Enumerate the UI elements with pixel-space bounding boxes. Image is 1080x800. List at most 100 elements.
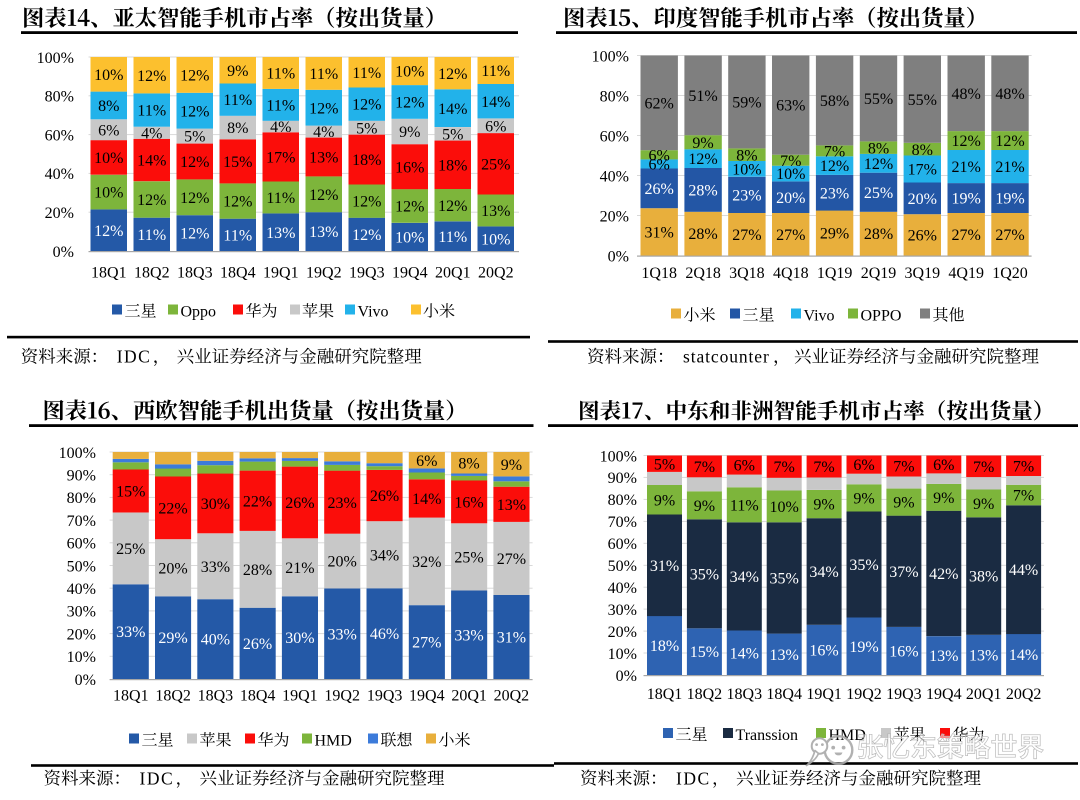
svg-text:2Q18: 2Q18 xyxy=(685,265,721,282)
svg-text:18Q3: 18Q3 xyxy=(198,688,234,705)
svg-text:12%: 12% xyxy=(352,227,381,244)
svg-text:7%: 7% xyxy=(813,459,834,476)
svg-text:12%: 12% xyxy=(180,226,209,243)
svg-text:14%: 14% xyxy=(412,491,441,508)
svg-text:12%: 12% xyxy=(137,68,166,85)
svg-text:12%: 12% xyxy=(309,187,338,204)
svg-text:18Q2: 18Q2 xyxy=(134,265,170,282)
svg-text:12%: 12% xyxy=(688,151,717,168)
svg-text:3Q18: 3Q18 xyxy=(729,265,765,282)
svg-text:10%: 10% xyxy=(94,67,123,84)
svg-text:12%: 12% xyxy=(352,97,381,114)
svg-text:19Q2: 19Q2 xyxy=(324,688,360,705)
svg-text:Oppo: Oppo xyxy=(181,304,217,321)
svg-text:34%: 34% xyxy=(730,569,759,586)
svg-text:27%: 27% xyxy=(952,227,981,244)
svg-text:55%: 55% xyxy=(908,92,937,109)
svg-text:7%: 7% xyxy=(1013,458,1034,475)
svg-text:19Q2: 19Q2 xyxy=(846,686,882,703)
svg-text:10%: 10% xyxy=(770,499,799,516)
svg-text:10%: 10% xyxy=(94,185,123,202)
svg-text:15%: 15% xyxy=(690,644,719,661)
svg-text:28%: 28% xyxy=(864,226,893,243)
svg-text:19Q4: 19Q4 xyxy=(926,686,962,703)
svg-text:7%: 7% xyxy=(973,459,994,476)
svg-text:25%: 25% xyxy=(454,550,483,567)
svg-text:9%: 9% xyxy=(813,497,834,514)
svg-text:Vivo: Vivo xyxy=(358,304,389,321)
svg-text:18Q2: 18Q2 xyxy=(687,686,723,703)
svg-text:HMD: HMD xyxy=(315,733,352,750)
svg-text:18Q1: 18Q1 xyxy=(113,688,149,705)
svg-text:11%: 11% xyxy=(481,63,510,80)
svg-text:IDC: IDC xyxy=(117,347,152,367)
svg-text:26%: 26% xyxy=(908,228,937,245)
svg-text:34%: 34% xyxy=(809,564,838,581)
svg-text:70%: 70% xyxy=(608,514,637,531)
svg-text:2Q19: 2Q19 xyxy=(861,265,897,282)
svg-text:23%: 23% xyxy=(328,495,357,512)
svg-text:19Q3: 19Q3 xyxy=(367,688,403,705)
svg-text:44%: 44% xyxy=(1009,562,1038,579)
svg-text:23%: 23% xyxy=(820,185,849,202)
svg-text:33%: 33% xyxy=(328,626,357,643)
svg-text:26%: 26% xyxy=(243,636,272,653)
svg-text:20%: 20% xyxy=(908,191,937,208)
svg-text:11%: 11% xyxy=(309,66,338,83)
svg-text:12%: 12% xyxy=(180,68,209,85)
svg-text:11%: 11% xyxy=(438,229,467,246)
svg-text:60%: 60% xyxy=(67,536,96,553)
svg-text:9%: 9% xyxy=(501,457,522,474)
svg-text:12%: 12% xyxy=(94,223,123,240)
svg-text:0%: 0% xyxy=(616,668,637,685)
svg-text:29%: 29% xyxy=(820,226,849,243)
svg-text:20Q1: 20Q1 xyxy=(435,265,471,282)
svg-text:6%: 6% xyxy=(734,458,755,475)
svg-text:9%: 9% xyxy=(893,495,914,512)
svg-text:18%: 18% xyxy=(438,157,467,174)
svg-text:6%: 6% xyxy=(649,147,670,164)
svg-text:Transsion: Transsion xyxy=(736,727,799,744)
svg-text:48%: 48% xyxy=(995,86,1024,103)
svg-text:IDC: IDC xyxy=(140,768,175,788)
svg-text:5%: 5% xyxy=(442,126,463,143)
svg-text:40%: 40% xyxy=(600,168,629,185)
svg-text:40%: 40% xyxy=(45,166,74,183)
svg-text:35%: 35% xyxy=(849,557,878,574)
svg-text:OPPO: OPPO xyxy=(861,308,902,325)
svg-text:90%: 90% xyxy=(67,468,96,485)
svg-text:12%: 12% xyxy=(995,133,1024,150)
svg-text:6%: 6% xyxy=(853,457,874,474)
svg-text:80%: 80% xyxy=(45,89,74,106)
svg-text:14%: 14% xyxy=(137,153,166,170)
svg-text:12%: 12% xyxy=(180,190,209,207)
svg-text:60%: 60% xyxy=(45,127,74,144)
svg-text:59%: 59% xyxy=(732,95,761,112)
svg-text:30%: 30% xyxy=(201,496,230,513)
svg-text:16%: 16% xyxy=(809,643,838,660)
svg-text:19%: 19% xyxy=(952,191,981,208)
svg-text:statcounter: statcounter xyxy=(683,347,770,367)
svg-text:25%: 25% xyxy=(864,185,893,202)
svg-text:20%: 20% xyxy=(67,626,96,643)
svg-text:13%: 13% xyxy=(969,648,998,665)
svg-text:11%: 11% xyxy=(730,497,759,514)
svg-text:19Q1: 19Q1 xyxy=(282,688,318,705)
svg-text:10%: 10% xyxy=(67,649,96,666)
svg-text:0%: 0% xyxy=(608,248,629,265)
svg-text:34%: 34% xyxy=(370,547,399,564)
svg-text:12%: 12% xyxy=(864,156,893,173)
svg-text:18%: 18% xyxy=(352,152,381,169)
svg-text:12%: 12% xyxy=(438,198,467,215)
svg-text:33%: 33% xyxy=(116,624,145,641)
svg-text:10%: 10% xyxy=(395,64,424,81)
svg-text:8%: 8% xyxy=(227,120,248,137)
svg-text:22%: 22% xyxy=(243,493,272,510)
svg-text:13%: 13% xyxy=(497,497,526,514)
svg-text:100%: 100% xyxy=(59,445,96,462)
svg-text:18Q4: 18Q4 xyxy=(220,265,256,282)
svg-text:19Q1: 19Q1 xyxy=(806,686,842,703)
svg-text:5%: 5% xyxy=(184,129,205,146)
svg-text:46%: 46% xyxy=(370,626,399,643)
svg-text:10%: 10% xyxy=(481,231,510,248)
